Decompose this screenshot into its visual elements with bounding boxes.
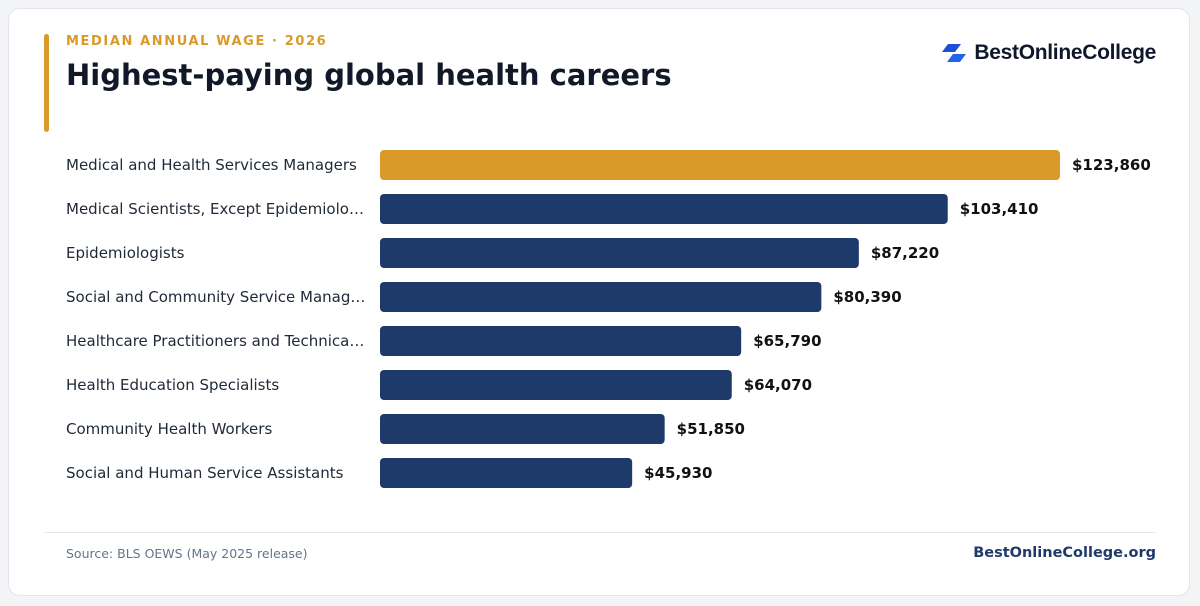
value-label: $51,850	[677, 420, 745, 438]
bar	[380, 194, 948, 224]
chart-eyebrow: MEDIAN ANNUAL WAGE · 2026	[66, 34, 328, 49]
brand-logo[interactable]: BestOnlineCollege	[941, 40, 1156, 66]
bar	[380, 150, 1060, 180]
category-label: Health Education Specialists	[66, 376, 279, 394]
category-label: Social and Community Service Manag…	[66, 288, 365, 306]
chart-title: Highest-paying global health careers	[66, 58, 672, 92]
value-label: $65,790	[753, 332, 821, 350]
value-label: $45,930	[644, 464, 712, 482]
category-label: Epidemiologists	[66, 244, 185, 262]
category-label: Community Health Workers	[66, 420, 272, 438]
bar	[380, 282, 822, 312]
bar	[380, 458, 633, 488]
bar	[380, 370, 732, 400]
footer-site-link[interactable]: BestOnlineCollege.org	[973, 545, 1156, 561]
title-accent-bar	[44, 34, 49, 132]
brand-name: BestOnlineCollege	[974, 41, 1156, 64]
footer-divider	[44, 532, 1156, 533]
value-label: $123,860	[1072, 156, 1151, 174]
bar	[380, 414, 665, 444]
category-label: Medical Scientists, Except Epidemiolo…	[66, 200, 364, 218]
bar	[380, 238, 859, 268]
source-note: Source: BLS OEWS (May 2025 release)	[66, 546, 308, 561]
value-label: $64,070	[744, 376, 812, 394]
category-label: Healthcare Practitioners and Technica…	[66, 332, 364, 350]
value-label: $80,390	[833, 288, 901, 306]
category-label: Social and Human Service Assistants	[66, 464, 344, 482]
value-label: $103,410	[960, 200, 1039, 218]
value-label: $87,220	[871, 244, 939, 262]
brand-logo-icon	[942, 44, 967, 62]
category-label: Medical and Health Services Managers	[66, 156, 357, 174]
bar	[380, 326, 742, 356]
